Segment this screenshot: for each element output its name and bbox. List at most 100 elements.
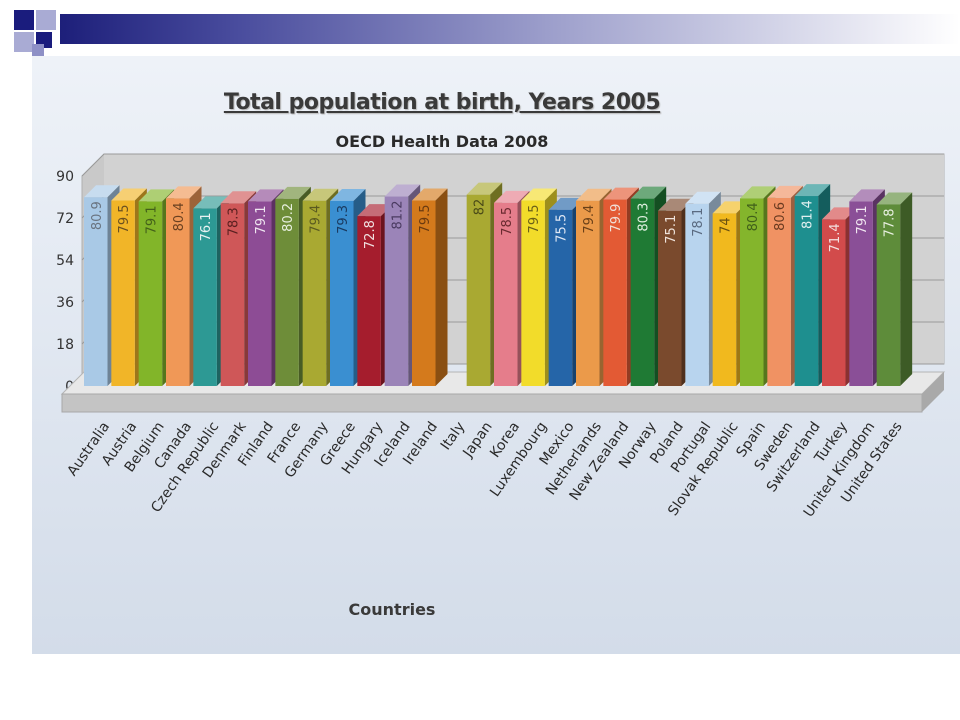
data-label: 79.1 — [254, 205, 269, 234]
data-label: 78.3 — [226, 207, 241, 236]
bar-top — [138, 189, 175, 202]
y-tick-label: 90 — [56, 169, 74, 185]
bar-top — [384, 184, 421, 197]
data-label: 80.4 — [172, 202, 187, 231]
chart-panel: 0183654729080.9Australia79.5Austria79.1B… — [32, 56, 960, 654]
data-label: 81.4 — [800, 200, 815, 229]
bar-top — [330, 188, 366, 201]
bar-top — [876, 192, 913, 205]
bar — [193, 208, 217, 386]
bar-side — [435, 188, 448, 386]
bar — [248, 201, 272, 386]
bar — [767, 197, 791, 386]
bar — [712, 213, 737, 386]
bar-top — [548, 197, 585, 210]
bar-top — [412, 188, 448, 201]
bar-top — [357, 204, 393, 217]
bar-top — [767, 185, 803, 198]
bar-top — [302, 188, 339, 201]
decoration-square — [14, 10, 34, 30]
data-label: 74 — [718, 217, 733, 234]
bar — [822, 219, 846, 386]
bar-top — [630, 186, 667, 199]
bar-side — [900, 192, 913, 386]
data-label: 79.9 — [609, 204, 624, 233]
bar — [84, 197, 108, 386]
data-label: 71.4 — [828, 223, 843, 252]
bar-top — [794, 184, 831, 197]
data-label: 77.8 — [882, 208, 897, 237]
bar-top — [466, 182, 503, 195]
chart-floor-side — [922, 372, 944, 412]
data-label: 78.5 — [500, 207, 515, 236]
data-label: 81.2 — [390, 201, 405, 230]
data-label: 80.3 — [636, 203, 651, 232]
data-label: 79.5 — [418, 205, 433, 234]
data-label: 72.8 — [363, 220, 378, 249]
data-label: 79.1 — [855, 205, 870, 234]
data-label: 79.3 — [336, 205, 351, 234]
bar-top — [220, 191, 257, 204]
bar — [412, 200, 436, 386]
bar — [576, 200, 600, 386]
bar-top — [193, 196, 229, 209]
bar — [630, 198, 655, 386]
bar — [384, 196, 409, 386]
bar — [658, 210, 682, 386]
decoration-square — [14, 32, 34, 52]
x-axis-label: Countries — [348, 600, 436, 619]
bar-top — [603, 187, 639, 200]
data-label: 79.1 — [144, 205, 159, 234]
bar-top — [822, 207, 858, 220]
data-label: 80.9 — [90, 201, 105, 230]
bar-top — [712, 201, 749, 214]
data-label: 80.4 — [746, 202, 761, 231]
bar — [876, 204, 901, 386]
data-label: 80.2 — [281, 203, 296, 232]
chart-subtitle: OECD Health Data 2008 — [335, 132, 549, 151]
data-label: 82 — [472, 199, 487, 216]
chart-title: Total population at birth, Years 2005 — [223, 90, 661, 115]
bar — [166, 198, 190, 386]
bar-top — [84, 185, 120, 198]
data-label: 80.6 — [773, 202, 788, 231]
bar-top — [275, 186, 311, 199]
data-label: 79.4 — [582, 205, 597, 234]
bar-top — [248, 189, 284, 202]
chart-floor-front — [61, 393, 923, 413]
bar — [275, 198, 299, 386]
bar-top — [521, 188, 557, 201]
bar — [548, 209, 573, 386]
decoration-square — [36, 10, 56, 30]
data-label: 78.1 — [691, 208, 706, 237]
data-label: 79.4 — [308, 205, 323, 234]
bar — [740, 198, 764, 386]
bar — [685, 203, 709, 386]
bar — [357, 216, 381, 386]
bar — [466, 194, 491, 386]
bar-top — [576, 188, 612, 201]
y-tick-label: 72 — [56, 211, 74, 227]
bar-top — [685, 191, 721, 204]
data-label: 75.5 — [554, 214, 569, 243]
bar-top — [740, 186, 776, 199]
bar — [111, 200, 135, 386]
bar — [849, 201, 873, 386]
bar — [794, 196, 819, 386]
y-tick-label: 36 — [56, 295, 74, 311]
bar — [138, 201, 163, 386]
data-label: 79.5 — [527, 205, 542, 234]
title-decoration-bar — [60, 14, 960, 44]
gridline — [81, 153, 944, 177]
bar — [494, 202, 518, 386]
bar-top — [658, 198, 694, 211]
bar — [330, 200, 354, 386]
bar-top — [494, 190, 530, 203]
bar-chart: 0183654729080.9Australia79.5Austria79.1B… — [56, 153, 946, 520]
y-tick-label: 18 — [56, 337, 74, 353]
decoration-square — [32, 44, 44, 56]
data-label: 79.5 — [117, 205, 132, 234]
data-label: 76.1 — [199, 212, 214, 241]
data-label: 75.1 — [664, 215, 679, 244]
bar — [220, 203, 245, 386]
